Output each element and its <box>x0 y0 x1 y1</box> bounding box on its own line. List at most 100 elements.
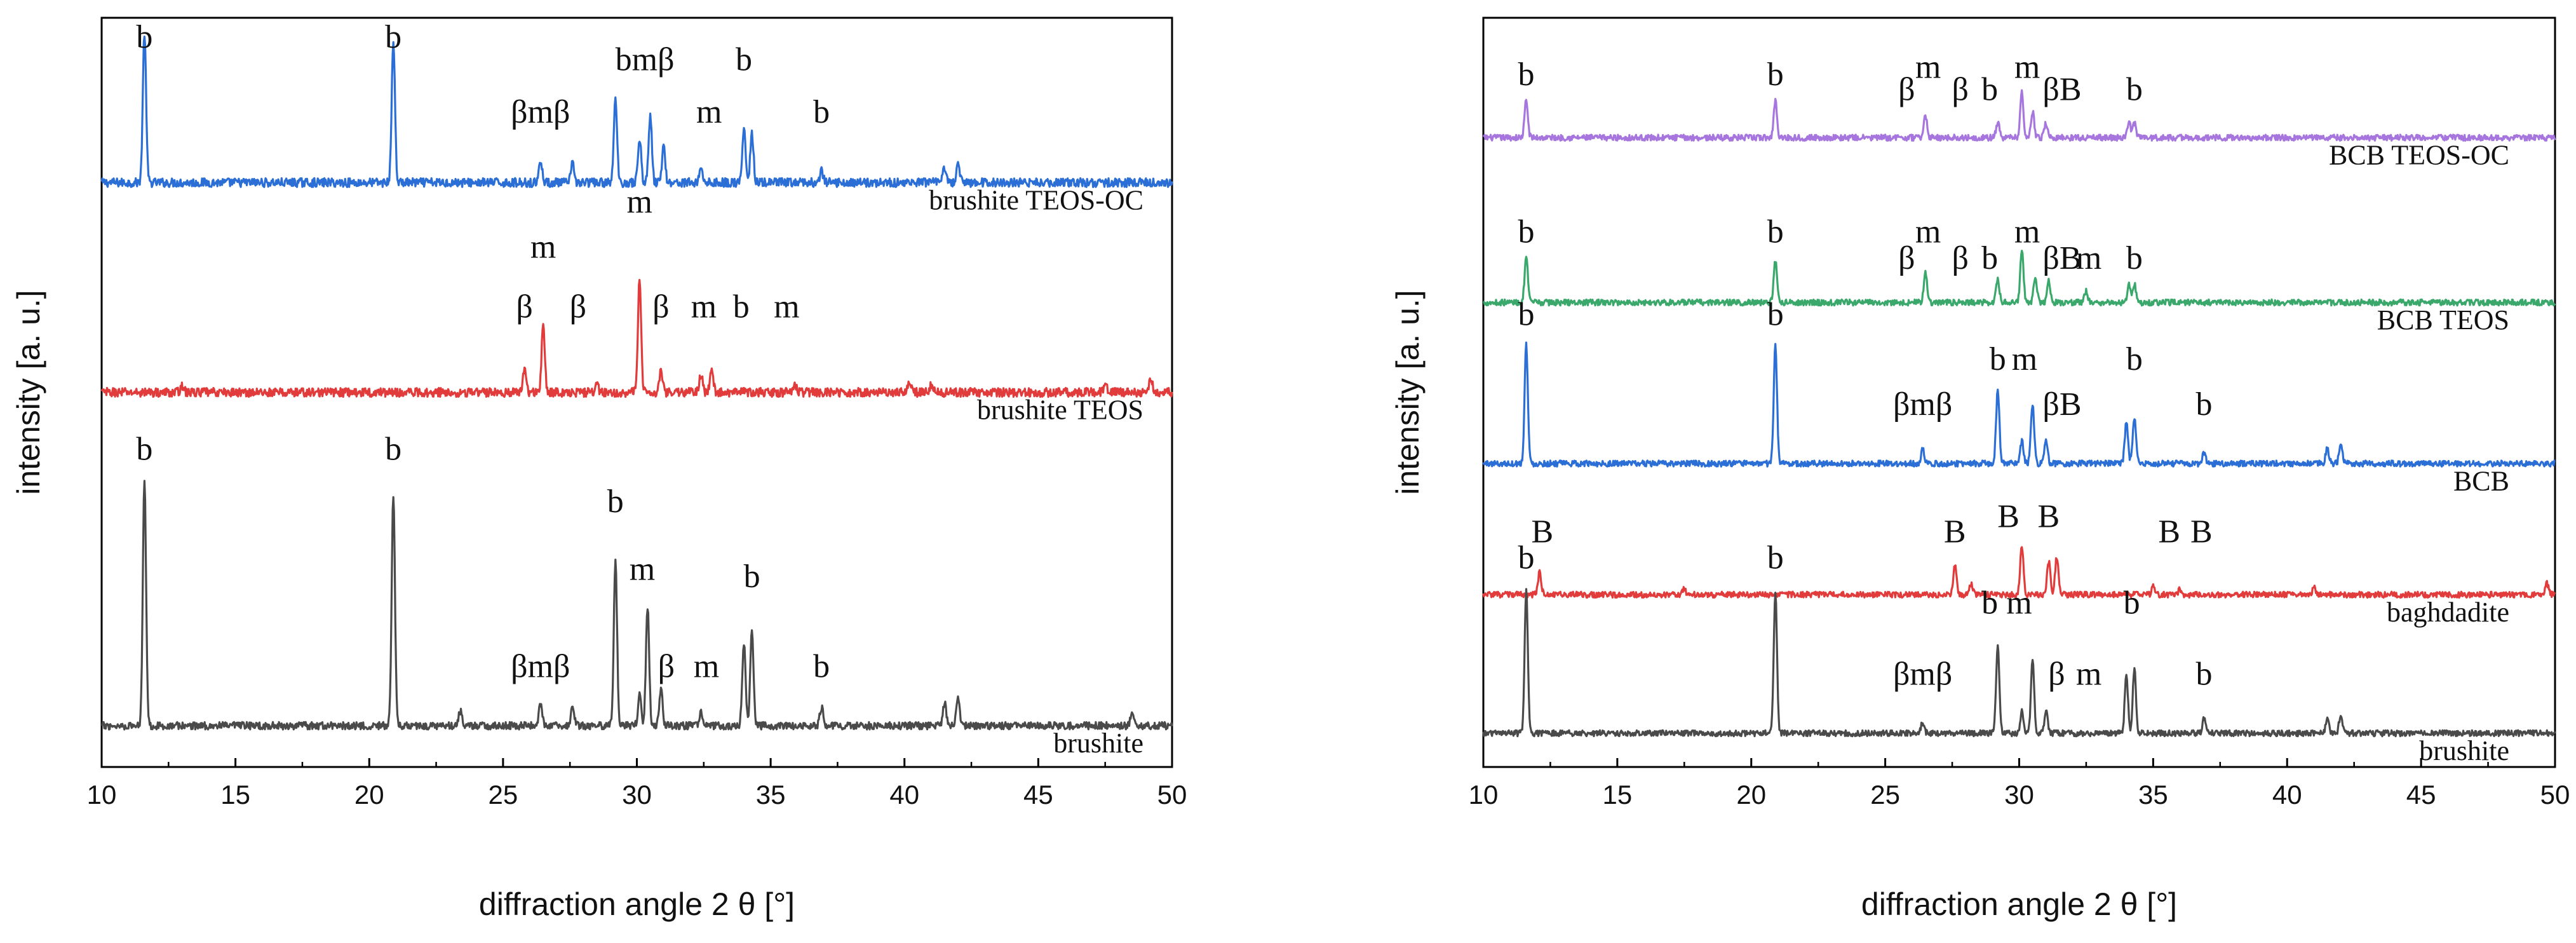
peak-annotation: m <box>2076 240 2101 276</box>
peak-annotation: m <box>691 289 717 325</box>
peak-annotation: βB <box>2042 72 2081 108</box>
peak-annotation: b <box>1767 57 1784 93</box>
x-tick-label: 35 <box>2138 780 2168 810</box>
series-line <box>100 278 1173 398</box>
peak-annotation: b <box>2126 240 2143 276</box>
series-label: BCB TEOS-OC <box>2329 140 2509 171</box>
series-line <box>1482 89 2556 142</box>
peak-annotation: b <box>736 42 752 78</box>
x-tick-label: 30 <box>2004 780 2034 810</box>
peak-annotation: m <box>2006 585 2032 621</box>
peak-annotation: b <box>2126 72 2143 108</box>
peak-annotation: m <box>774 289 799 325</box>
y-axis-label: intensity [a. u.] <box>11 290 46 494</box>
peak-annotation: βmβ <box>511 94 570 130</box>
peak-annotation: b <box>2196 656 2213 692</box>
peak-annotation: βmβ <box>511 649 570 685</box>
peak-annotation: m <box>2014 49 2040 85</box>
x-tick-label: 30 <box>622 780 652 810</box>
peak-annotation: b <box>1981 585 1998 621</box>
peak-annotation: m <box>626 184 652 220</box>
peak-annotation: b <box>385 431 401 468</box>
peak-annotation: b <box>1767 214 1784 250</box>
peak-annotation: β <box>658 649 675 685</box>
peak-annotation: b <box>744 559 760 595</box>
x-tick-label: 50 <box>2540 780 2570 810</box>
peak-annotation: b <box>2126 341 2143 377</box>
peak-annotation: b <box>1518 214 1534 250</box>
series-line <box>1483 250 2556 307</box>
series-label: brushite TEOS-OC <box>929 184 1143 215</box>
peak-annotation: b <box>607 484 624 520</box>
peak-annotation: b <box>1518 540 1534 576</box>
peak-annotation: b <box>1990 341 2006 377</box>
peak-annotation: bmβ <box>616 42 675 78</box>
series-label: brushite <box>1053 728 1143 759</box>
peak-annotation: b <box>813 94 830 130</box>
peak-annotation: b <box>136 431 152 468</box>
peak-annotation: B <box>1944 513 1966 550</box>
x-tick-label: 25 <box>489 780 518 810</box>
x-tick-label: 10 <box>1469 780 1499 810</box>
peak-annotation: m <box>696 94 722 130</box>
series-line <box>100 35 1173 188</box>
peak-annotation: m <box>530 229 556 265</box>
x-tick-label: 20 <box>1736 780 1766 810</box>
x-tick-label: 20 <box>354 780 384 810</box>
peak-annotation: B <box>2038 499 2060 535</box>
peak-annotation: m <box>1915 49 1941 85</box>
peak-annotation: m <box>2076 656 2101 692</box>
series-line <box>1482 546 2556 599</box>
peak-annotation: b <box>2196 386 2213 423</box>
peak-annotation: B <box>1531 513 1553 550</box>
series-label: BCB <box>2453 466 2509 497</box>
x-tick-label: 35 <box>756 780 786 810</box>
series-line <box>1482 588 2556 738</box>
x-tick-label: 40 <box>889 780 919 810</box>
x-tick-label: 25 <box>1870 780 1900 810</box>
x-tick-label: 50 <box>1157 780 1187 810</box>
x-tick-label: 45 <box>1023 780 1053 810</box>
series-label: BCB TEOS <box>2377 304 2509 336</box>
peak-annotation: m <box>2014 214 2040 250</box>
peak-annotation: β <box>652 289 669 325</box>
peak-annotation: β <box>1898 72 1915 108</box>
peak-annotation: b <box>1981 240 1998 276</box>
peak-annotation: b <box>813 649 830 685</box>
peak-annotation: β <box>516 289 532 325</box>
peak-annotation: β <box>2048 656 2065 692</box>
peak-annotation: m <box>694 649 719 685</box>
peak-annotation: βB <box>2042 240 2081 276</box>
peak-annotation: b <box>1767 296 1784 332</box>
x-tick-label: 10 <box>87 780 117 810</box>
peak-annotation: B <box>2158 513 2180 550</box>
peak-annotation: m <box>630 551 655 587</box>
peak-annotation: β <box>1952 240 1968 276</box>
peak-annotation: b <box>1981 72 1998 108</box>
series-line <box>1482 341 2556 468</box>
peak-annotation: β <box>570 289 586 325</box>
peak-annotation: βB <box>2042 386 2081 423</box>
x-axis-label: diffraction angle 2 θ [°] <box>479 886 795 922</box>
peak-annotation: m <box>1915 214 1941 250</box>
x-tick-label: 45 <box>2406 780 2436 810</box>
peak-annotation: βmβ <box>1893 386 1952 423</box>
peak-annotation: b <box>136 19 152 55</box>
peak-annotation: b <box>385 19 401 55</box>
series-label: brushite <box>2419 735 2509 766</box>
peak-annotation: b <box>2124 585 2140 621</box>
y-axis-label: intensity [a. u.] <box>1390 290 1426 494</box>
x-tick-label: 15 <box>220 780 250 810</box>
peak-annotation: m <box>2012 341 2037 377</box>
x-tick-label: 40 <box>2272 780 2302 810</box>
peak-annotation: b <box>1767 540 1784 576</box>
